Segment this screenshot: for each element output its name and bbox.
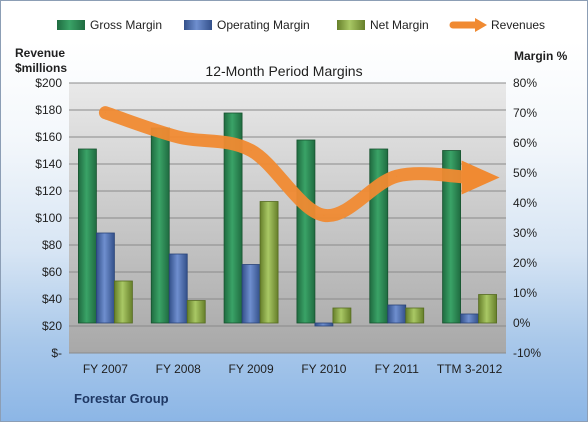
bar-net-margin: [332, 307, 352, 324]
gridlines: [69, 82, 506, 354]
revenue-point: [250, 150, 252, 151]
bar-gross-margin: [296, 139, 316, 324]
legend-label-revenues: Revenues: [491, 18, 545, 32]
bar-gross-margin: [442, 150, 461, 324]
left-tick-label: $60: [42, 265, 62, 279]
revenue-point: [396, 175, 398, 177]
legend-swatch-gross-margin: [57, 20, 85, 30]
right-tick-label: 10%: [513, 286, 537, 300]
right-tick-label: 20%: [513, 256, 537, 270]
legend-label-gross-margin: Gross Margin: [90, 18, 162, 32]
left-axis-ticks: $- $20 $40 $60 $80 $100 $120 $140 $160 $180 $200: [35, 76, 62, 360]
bar-operating-margin: [387, 304, 407, 324]
revenue-point: [104, 112, 106, 114]
legend-swatch-net-margin: [337, 20, 365, 30]
category-label: FY 2010: [301, 362, 346, 376]
right-tick-label: 40%: [513, 196, 537, 210]
legend-item-net-margin: Net Margin: [337, 18, 429, 32]
left-axis-label-line1: Revenue: [15, 46, 65, 60]
chart-title: 12-Month Period Margins: [205, 63, 362, 79]
right-tick-label: -10%: [513, 346, 541, 360]
bar-operating-margin: [314, 322, 334, 327]
category-labels: FY 2007 FY 2008 FY 2009 FY 2010 FY 2011 TTM 3…: [83, 362, 503, 376]
bar-net-margin: [478, 294, 497, 324]
bar-operating-margin: [460, 313, 479, 324]
legend-swatch-operating-margin: [184, 20, 212, 30]
bars-group: [78, 112, 497, 327]
bar-net-margin: [405, 307, 425, 324]
category-label: FY 2008: [156, 362, 201, 376]
right-axis-label: Margin %: [514, 49, 568, 63]
bar-net-margin: [186, 300, 206, 324]
category-label: FY 2007: [83, 362, 128, 376]
left-axis-label-line2: $millions: [15, 61, 67, 75]
revenue-line-group: [98, 106, 500, 222]
company-name: Forestar Group: [74, 391, 169, 406]
legend-item-operating-margin: Operating Margin: [184, 18, 310, 32]
right-tick-label: 70%: [513, 106, 537, 120]
bar-gross-margin: [223, 112, 243, 324]
right-tick-label: 80%: [513, 76, 537, 90]
left-tick-label: $120: [35, 184, 62, 198]
bar-net-margin: [259, 201, 279, 324]
legend-arrowhead-revenues: [475, 18, 487, 32]
left-tick-label: $20: [42, 319, 62, 333]
revenue-line: [98, 106, 477, 222]
category-label: TTM 3-2012: [437, 362, 503, 376]
right-tick-label: 60%: [513, 136, 537, 150]
legend-item-revenues: Revenues: [449, 18, 545, 32]
legend-item-gross-margin: Gross Margin: [57, 18, 162, 32]
bar-operating-margin: [96, 232, 115, 324]
revenue-point: [469, 177, 471, 178]
left-tick-label: $180: [35, 103, 62, 117]
right-tick-label: 30%: [513, 226, 537, 240]
bar-operating-margin: [241, 264, 261, 324]
left-tick-label: $80: [42, 238, 62, 252]
revenue-arrowhead: [461, 160, 500, 195]
revenue-point: [177, 136, 179, 138]
right-axis-ticks: -10% 0% 10% 20% 30% 40% 50% 60% 70% 80%: [513, 76, 541, 360]
bar-operating-margin: [168, 253, 188, 324]
legend: Gross Margin Operating Margin Net Margin…: [57, 18, 545, 32]
left-tick-label: $160: [35, 130, 62, 144]
left-tick-label: $200: [35, 76, 62, 90]
bar-gross-margin: [78, 148, 97, 324]
legend-label-operating-margin: Operating Margin: [217, 18, 310, 32]
category-label: FY 2009: [229, 362, 274, 376]
right-tick-label: 50%: [513, 166, 537, 180]
category-label: FY 2011: [375, 362, 420, 376]
left-tick-label: $100: [35, 211, 62, 225]
right-tick-label: 0%: [513, 316, 531, 330]
legend-label-net-margin: Net Margin: [370, 18, 429, 32]
bar-gross-margin: [150, 127, 170, 324]
left-tick-label: $40: [42, 292, 62, 306]
revenue-point: [323, 214, 325, 216]
bar-net-margin: [114, 280, 133, 324]
left-tick-label: $-: [51, 346, 62, 360]
left-tick-label: $140: [35, 157, 62, 171]
